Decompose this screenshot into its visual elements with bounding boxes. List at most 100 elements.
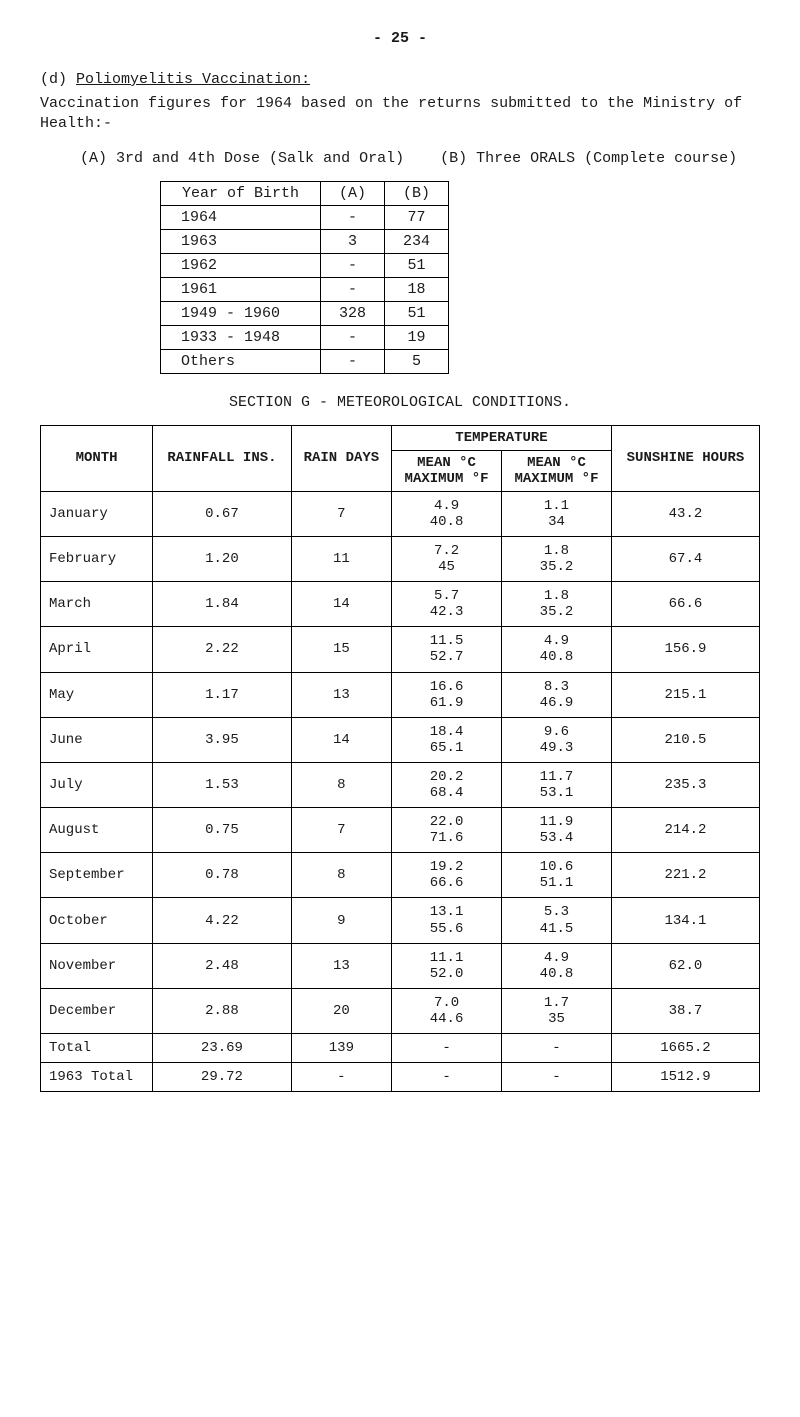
- cell-raindays: 14: [291, 582, 391, 627]
- table-row: 19633234: [161, 229, 449, 253]
- cell-rainfall: 4.22: [153, 898, 291, 943]
- cell-raindays: 9: [291, 898, 391, 943]
- cell-b: 19: [385, 325, 449, 349]
- cell-a: 328: [321, 301, 385, 325]
- cell-temp-max: 18.465.1: [392, 717, 502, 762]
- table-row: 1962-51: [161, 253, 449, 277]
- cell-year: 1963: [161, 229, 321, 253]
- cell-temp-max: 4.940.8: [392, 491, 502, 536]
- sub-a-label: (A): [80, 150, 107, 167]
- cell-temp-max: -: [392, 1034, 502, 1063]
- cell-month: Total: [41, 1034, 153, 1063]
- cell-sunshine: 221.2: [611, 853, 759, 898]
- table-row: February1.20117.2451.835.267.4: [41, 536, 760, 581]
- table-row: Others-5: [161, 349, 449, 373]
- cell-sunshine: 214.2: [611, 808, 759, 853]
- section-g-title: SECTION G - METEOROLOGICAL CONDITIONS.: [40, 394, 760, 411]
- cell-sunshine: 43.2: [611, 491, 759, 536]
- cell-month: February: [41, 536, 153, 581]
- cell-temp-max: 11.152.0: [392, 943, 502, 988]
- section-d-heading: (d) Poliomyelitis Vaccination:: [40, 71, 760, 88]
- cell-temp-min: 1.835.2: [502, 536, 612, 581]
- cell-a: -: [321, 253, 385, 277]
- col-mean-max: MEAN °C MAXIMUM °F: [392, 450, 502, 491]
- cell-rainfall: 2.88: [153, 988, 291, 1033]
- cell-temp-max: 22.071.6: [392, 808, 502, 853]
- cell-rainfall: 23.69: [153, 1034, 291, 1063]
- table-row: March1.84145.742.31.835.266.6: [41, 582, 760, 627]
- cell-rainfall: 1.17: [153, 672, 291, 717]
- cell-rainfall: 0.78: [153, 853, 291, 898]
- cell-b: 77: [385, 205, 449, 229]
- cell-month: 1963 Total: [41, 1063, 153, 1092]
- cell-raindays: 7: [291, 808, 391, 853]
- cell-b: 5: [385, 349, 449, 373]
- cell-month: July: [41, 762, 153, 807]
- cell-a: -: [321, 325, 385, 349]
- cell-b: 51: [385, 301, 449, 325]
- cell-year: 1962: [161, 253, 321, 277]
- table-row: August0.75722.071.611.953.4214.2: [41, 808, 760, 853]
- col-b: (B): [385, 181, 449, 205]
- cell-sunshine: 66.6: [611, 582, 759, 627]
- cell-temp-min: 10.651.1: [502, 853, 612, 898]
- cell-rainfall: 0.75: [153, 808, 291, 853]
- intro-paragraph: Vaccination figures for 1964 based on th…: [40, 94, 760, 135]
- cell-temp-max: 5.742.3: [392, 582, 502, 627]
- cell-month: June: [41, 717, 153, 762]
- cell-month: September: [41, 853, 153, 898]
- cell-temp-min: 8.346.9: [502, 672, 612, 717]
- cell-rainfall: 2.22: [153, 627, 291, 672]
- table-row: 1949 - 196032851: [161, 301, 449, 325]
- cell-b: 51: [385, 253, 449, 277]
- cell-a: -: [321, 349, 385, 373]
- table-row: 1961-18: [161, 277, 449, 301]
- cell-rainfall: 1.20: [153, 536, 291, 581]
- mean-c-label: MEAN °C: [417, 455, 476, 471]
- cell-temp-max: 19.266.6: [392, 853, 502, 898]
- table-row: Total23.69139--1665.2: [41, 1034, 760, 1063]
- cell-year: 1961: [161, 277, 321, 301]
- cell-temp-min: 1.134: [502, 491, 612, 536]
- cell-a: -: [321, 277, 385, 301]
- sub-a-text: 3rd and 4th Dose (Salk and Oral): [116, 150, 404, 167]
- table-row: May1.171316.661.98.346.9215.1: [41, 672, 760, 717]
- cell-raindays: 15: [291, 627, 391, 672]
- table-row: April2.221511.552.74.940.8156.9: [41, 627, 760, 672]
- col-raindays: RAIN DAYS: [291, 425, 391, 491]
- cell-year: Others: [161, 349, 321, 373]
- cell-temp-min: 1.735: [502, 988, 612, 1033]
- col-birth: Year of Birth: [161, 181, 321, 205]
- sub-paragraph: (A) 3rd and 4th Dose (Salk and Oral) (B)…: [80, 149, 760, 169]
- cell-temp-max: -: [392, 1063, 502, 1092]
- cell-raindays: 139: [291, 1034, 391, 1063]
- table-row: 1933 - 1948-19: [161, 325, 449, 349]
- table-row: June3.951418.465.19.649.3210.5: [41, 717, 760, 762]
- max-f-label: MAXIMUM °F: [405, 471, 489, 487]
- cell-temp-max: 7.245: [392, 536, 502, 581]
- cell-sunshine: 67.4: [611, 536, 759, 581]
- table-row: 1963 Total29.72---1512.9: [41, 1063, 760, 1092]
- cell-a: -: [321, 205, 385, 229]
- cell-sunshine: 134.1: [611, 898, 759, 943]
- col-sunshine: SUNSHINE HOURS: [611, 425, 759, 491]
- col-rainfall: RAINFALL INS.: [153, 425, 291, 491]
- cell-temp-min: 5.341.5: [502, 898, 612, 943]
- table-header-row: Year of Birth (A) (B): [161, 181, 449, 205]
- mean-c-label-2: MEAN °C: [527, 455, 586, 471]
- table-row: October4.22913.155.65.341.5134.1: [41, 898, 760, 943]
- cell-month: May: [41, 672, 153, 717]
- cell-raindays: 8: [291, 762, 391, 807]
- cell-rainfall: 1.53: [153, 762, 291, 807]
- table-row: November2.481311.152.04.940.862.0: [41, 943, 760, 988]
- cell-temp-max: 11.552.7: [392, 627, 502, 672]
- cell-temp-min: 9.649.3: [502, 717, 612, 762]
- cell-month: August: [41, 808, 153, 853]
- cell-sunshine: 156.9: [611, 627, 759, 672]
- cell-rainfall: 1.84: [153, 582, 291, 627]
- cell-b: 234: [385, 229, 449, 253]
- cell-year: 1933 - 1948: [161, 325, 321, 349]
- cell-rainfall: 3.95: [153, 717, 291, 762]
- page-number: - 25 -: [40, 30, 760, 47]
- table-row: September0.78819.266.610.651.1221.2: [41, 853, 760, 898]
